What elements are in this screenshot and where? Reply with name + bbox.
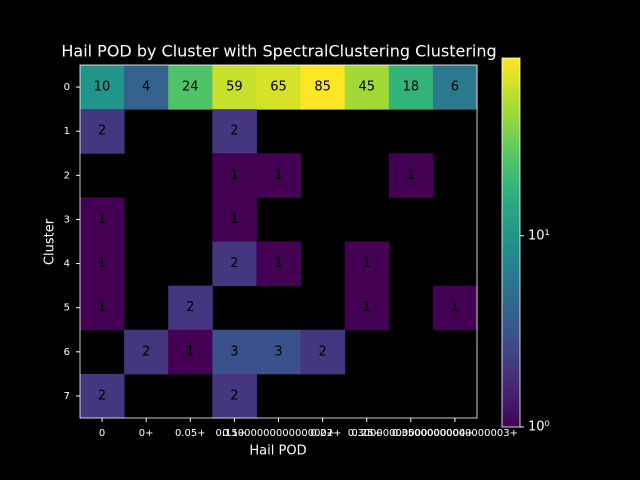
heat-cell	[300, 65, 346, 110]
heat-cell	[80, 109, 125, 154]
cell-label: 1	[98, 256, 106, 271]
colorbar-tick-label: 10¹	[528, 228, 550, 243]
heat-cell	[344, 285, 390, 331]
y-tick-label: 3	[64, 214, 70, 225]
cell-label: 1	[451, 300, 459, 315]
heat-cell	[124, 65, 169, 110]
x-tick-label: 0.25+	[351, 428, 382, 439]
cell-label: 1	[274, 168, 282, 183]
x-axis-label: Hail POD	[249, 444, 306, 459]
x-tick-label: 0	[99, 428, 105, 439]
cell-label: 4	[142, 80, 150, 95]
heat-cell	[344, 241, 390, 287]
heat-cell	[344, 65, 390, 110]
y-tick-label: 7	[64, 391, 70, 402]
heat-cell	[124, 329, 169, 375]
cell-label: 18	[403, 80, 420, 95]
cell-label: 1	[274, 256, 282, 271]
cell-label: 3	[274, 344, 282, 359]
heat-cell	[212, 197, 257, 242]
heat-cell	[432, 285, 478, 331]
cell-label: 1	[230, 212, 238, 227]
cell-label: 1	[186, 344, 194, 359]
cell-label: 1	[363, 256, 371, 271]
x-tick-label: 0.2+	[310, 428, 334, 439]
cell-label: 65	[270, 80, 287, 95]
cell-label: 45	[358, 80, 375, 95]
x-tick-label: 0.15000000000000002+	[215, 428, 341, 439]
y-tick-label: 1	[64, 126, 70, 137]
cell-label: 2	[230, 388, 238, 403]
cell-label: 2	[230, 256, 238, 271]
heat-cell	[300, 329, 346, 375]
heat-cell	[388, 65, 434, 110]
x-tick-label: 0.05+	[175, 428, 206, 439]
heat-cell	[212, 373, 257, 419]
heat-cell	[168, 329, 213, 375]
y-tick-label: 6	[64, 347, 70, 358]
heat-cell	[256, 65, 302, 110]
heat-cell	[168, 285, 213, 331]
cell-label: 1	[98, 300, 106, 315]
heat-cell	[212, 65, 257, 110]
colorbar	[501, 57, 521, 428]
heat-cell	[212, 241, 257, 287]
x-tick-label: 0.35000000000000003+	[392, 428, 518, 439]
y-axis-label: Cluster	[43, 218, 58, 265]
cell-label: 2	[230, 124, 238, 139]
heat-cell	[212, 109, 257, 154]
y-tick-label: 0	[64, 82, 70, 93]
heat-cell	[256, 329, 302, 375]
cell-label: 24	[182, 80, 199, 95]
cell-label: 2	[318, 344, 326, 359]
colorbar-tick-label: 10⁰	[528, 420, 550, 435]
cell-label: 1	[98, 212, 106, 227]
heat-cell	[432, 65, 478, 110]
heat-cell	[80, 373, 125, 419]
cell-label: 3	[230, 344, 238, 359]
cell-label: 6	[451, 80, 459, 95]
chart-title: Hail POD by Cluster with SpectralCluster…	[61, 42, 496, 61]
y-tick-label: 4	[64, 259, 70, 270]
heat-cell	[388, 153, 434, 198]
heat-cell	[168, 65, 213, 110]
cell-label: 1	[407, 168, 415, 183]
cell-label: 2	[98, 124, 106, 139]
cell-label: 59	[226, 80, 243, 95]
cell-label: 2	[98, 388, 106, 403]
heat-cell	[256, 153, 302, 198]
heat-cell	[256, 241, 302, 287]
cell-label: 85	[314, 80, 331, 95]
cell-label: 2	[142, 344, 150, 359]
heat-cell	[80, 285, 125, 331]
x-tick-label: 0.30000000000000004+	[348, 428, 474, 439]
cell-label: 10	[94, 80, 111, 95]
cell-label: 1	[230, 168, 238, 183]
y-tick-label: 5	[64, 303, 70, 314]
heat-cell	[212, 329, 257, 375]
x-tick-label: 0.1+	[222, 428, 246, 439]
heat-cell	[80, 241, 125, 287]
cell-label: 1	[363, 300, 371, 315]
x-tick-label: 0+	[139, 428, 154, 439]
y-tick-label: 2	[64, 170, 70, 181]
heat-cell	[80, 197, 125, 242]
heat-cell	[80, 65, 125, 110]
heat-cell	[212, 153, 257, 198]
cell-label: 2	[186, 300, 194, 315]
